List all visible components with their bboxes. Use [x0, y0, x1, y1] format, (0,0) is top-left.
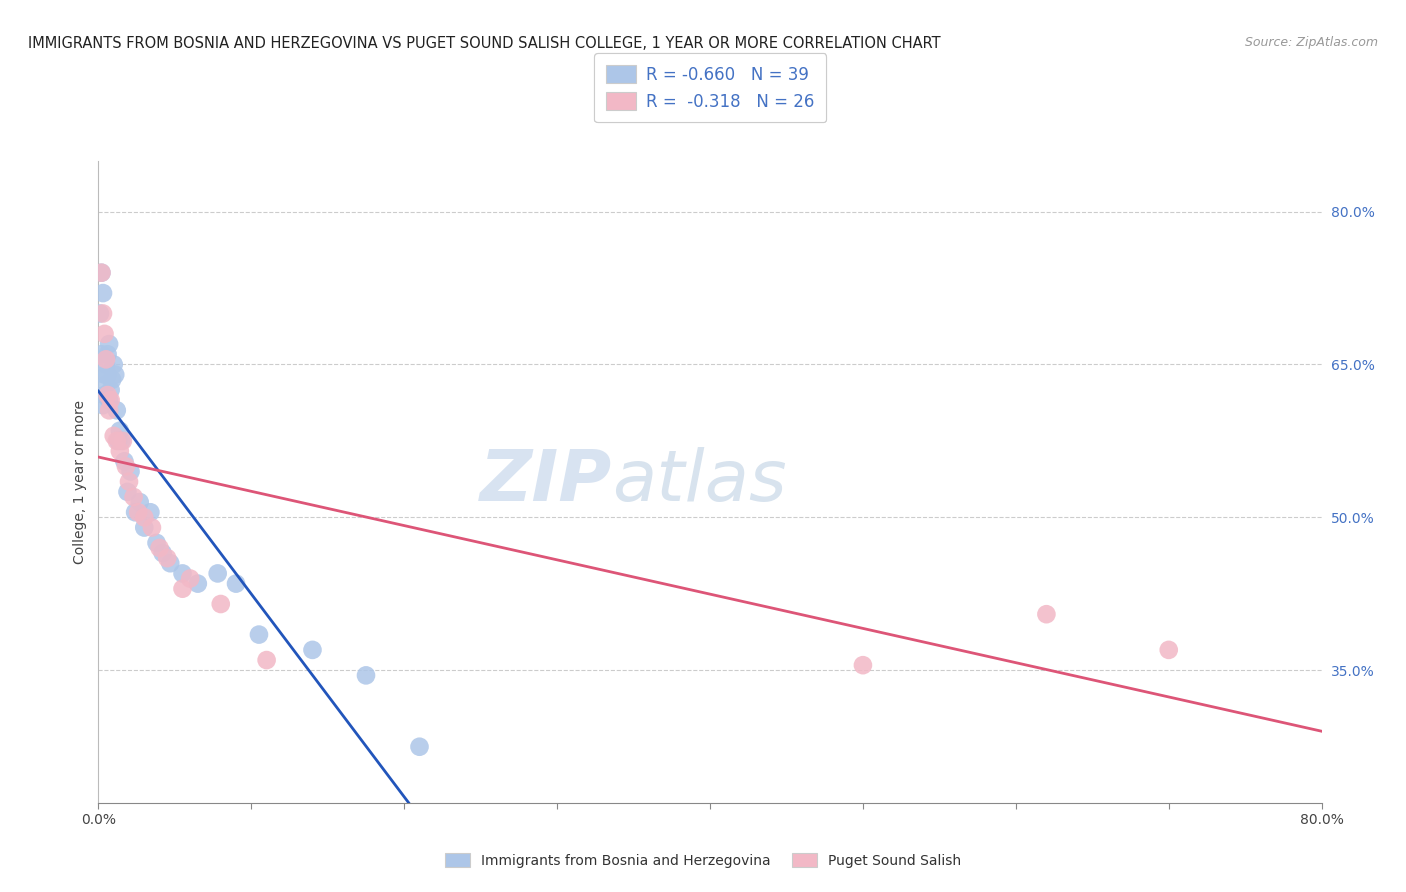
Point [354, 668, 377, 682]
Text: atlas: atlas [612, 447, 787, 516]
Point [1035, 607, 1057, 622]
Text: ZIP: ZIP [479, 447, 612, 516]
Point [98, 393, 121, 408]
Point [128, 495, 150, 509]
Point [120, 465, 142, 479]
Point [152, 546, 174, 560]
Point [207, 566, 229, 581]
Point [90, 266, 112, 280]
Point [98, 403, 121, 417]
Point [103, 358, 125, 372]
Point [112, 454, 135, 468]
Point [209, 597, 232, 611]
Point [159, 556, 181, 570]
Point [91, 398, 114, 412]
Point [156, 551, 179, 566]
Point [107, 434, 129, 448]
Point [93, 388, 115, 402]
Point [94, 358, 117, 372]
Point [100, 393, 122, 408]
Point [98, 337, 121, 351]
Point [118, 475, 141, 489]
Point [247, 627, 270, 641]
Point [127, 505, 149, 519]
Point [111, 434, 134, 448]
Legend: Immigrants from Bosnia and Herzegovina, Puget Sound Salish: Immigrants from Bosnia and Herzegovina, … [437, 845, 969, 876]
Point [124, 505, 146, 519]
Point [103, 429, 125, 443]
Point [94, 352, 117, 367]
Point [225, 576, 247, 591]
Point [105, 434, 128, 448]
Point [93, 326, 115, 341]
Point [91, 286, 114, 301]
Point [105, 403, 128, 417]
Point [301, 643, 323, 657]
Point [134, 510, 156, 524]
Point [145, 536, 167, 550]
Point [187, 576, 209, 591]
Point [101, 373, 124, 387]
Point [149, 541, 172, 555]
Legend: R = -0.660   N = 39, R =  -0.318   N = 26: R = -0.660 N = 39, R = -0.318 N = 26 [595, 54, 825, 122]
Point [100, 383, 122, 397]
Point [90, 266, 112, 280]
Point [97, 368, 120, 382]
Point [117, 484, 139, 499]
Point [97, 388, 120, 402]
Point [93, 368, 115, 382]
Point [139, 505, 162, 519]
Point [108, 444, 131, 458]
Text: Source: ZipAtlas.com: Source: ZipAtlas.com [1244, 36, 1378, 49]
Point [89, 306, 111, 320]
Point [852, 658, 875, 673]
Point [122, 490, 145, 504]
Point [110, 434, 132, 448]
Point [172, 582, 194, 596]
Point [408, 739, 430, 754]
Point [94, 377, 117, 392]
Point [115, 459, 138, 474]
Point [179, 572, 201, 586]
Point [256, 653, 278, 667]
Point [90, 347, 112, 361]
Y-axis label: College, 1 year or more: College, 1 year or more [73, 400, 87, 564]
Point [172, 566, 194, 581]
Text: IMMIGRANTS FROM BOSNIA AND HERZEGOVINA VS PUGET SOUND SALISH COLLEGE, 1 YEAR OR : IMMIGRANTS FROM BOSNIA AND HERZEGOVINA V… [28, 36, 941, 51]
Point [104, 368, 127, 382]
Point [91, 306, 114, 320]
Point [1157, 643, 1180, 657]
Point [97, 347, 120, 361]
Point [134, 520, 156, 534]
Point [141, 520, 163, 534]
Point [108, 424, 131, 438]
